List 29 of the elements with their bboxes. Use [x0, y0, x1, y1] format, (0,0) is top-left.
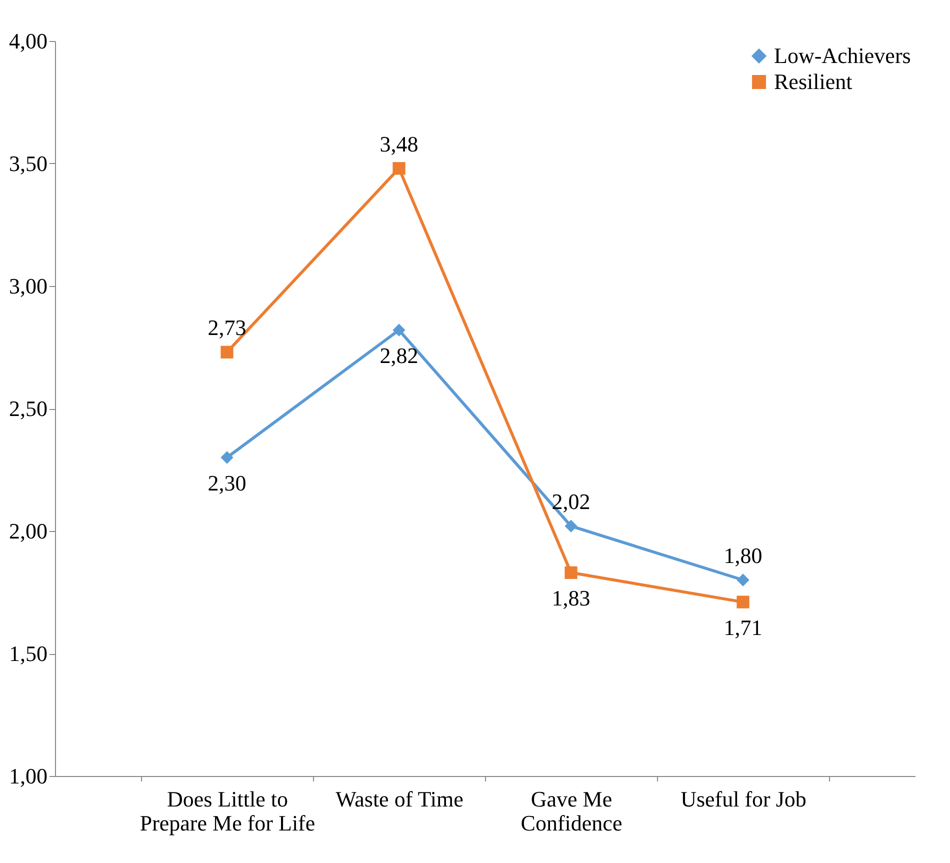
y-tick-label: 2,50 — [9, 396, 48, 421]
point — [220, 451, 234, 464]
data-label: 2,82 — [380, 343, 418, 368]
y-tick-label: 1,50 — [9, 641, 48, 666]
point — [564, 566, 578, 579]
x-tick-label: Waste of Time — [336, 786, 464, 812]
legend-label: Low-Achievers — [774, 43, 911, 68]
y-tick-label: 3,50 — [9, 151, 48, 176]
point — [736, 596, 750, 608]
data-label: 2,02 — [552, 489, 590, 514]
y-tick-label: 3,00 — [9, 274, 48, 298]
point — [392, 324, 406, 336]
point — [220, 346, 234, 358]
x-tick-label: Does Little to Prepare Me for Life — [140, 786, 316, 836]
y-tick-label: 4,00 — [9, 28, 48, 54]
data-label: 1,71 — [724, 615, 762, 640]
legend-label: Resilient — [774, 69, 852, 94]
x-tick-label: Gave Me Confidence — [520, 786, 622, 836]
data-label: 3,48 — [380, 131, 418, 156]
data-label: 2,30 — [208, 470, 246, 496]
y-tick-label: 1,00 — [9, 764, 48, 788]
x-tick-label: Useful for Job — [680, 786, 806, 812]
point — [392, 162, 406, 175]
data-label: 1,80 — [724, 543, 762, 568]
point — [736, 574, 750, 586]
point — [564, 520, 578, 532]
data-label: 1,83 — [552, 586, 590, 611]
y-tick-label: 2,00 — [9, 518, 48, 544]
data-label: 2,73 — [208, 315, 246, 340]
